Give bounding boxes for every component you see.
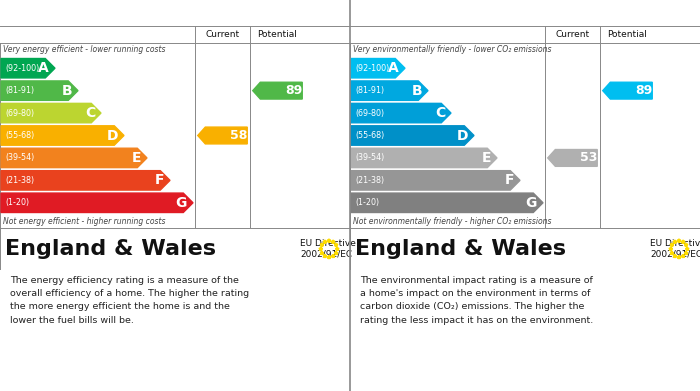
Polygon shape [351,193,543,212]
Polygon shape [1,126,124,145]
Polygon shape [331,254,335,258]
Polygon shape [681,240,685,244]
Text: A: A [389,61,399,75]
Text: Not environmentally friendly - higher CO₂ emissions: Not environmentally friendly - higher CO… [353,217,552,226]
Text: 89: 89 [635,84,652,97]
Text: A: A [38,61,49,75]
Text: (39-54): (39-54) [355,153,384,162]
Text: Energy Efficiency Rating: Energy Efficiency Rating [7,7,190,20]
Polygon shape [685,251,688,255]
Text: (55-68): (55-68) [355,131,384,140]
Text: (21-38): (21-38) [5,176,34,185]
Text: (21-38): (21-38) [355,176,384,185]
Polygon shape [327,239,331,242]
Polygon shape [351,81,428,100]
Polygon shape [1,103,101,123]
Text: D: D [456,129,468,142]
Text: 53: 53 [580,151,597,165]
Polygon shape [323,240,327,244]
Polygon shape [685,243,688,246]
Polygon shape [351,126,474,145]
Text: E: E [132,151,141,165]
Polygon shape [335,247,339,251]
Text: B: B [62,84,72,98]
Text: (69-80): (69-80) [355,109,384,118]
Text: England & Wales: England & Wales [5,239,216,259]
Text: (92-100): (92-100) [355,64,389,73]
Polygon shape [320,251,323,255]
Text: EU Directive
2002/91/EC: EU Directive 2002/91/EC [300,239,356,259]
Text: (1-20): (1-20) [355,198,379,207]
Text: E: E [482,151,491,165]
Polygon shape [197,127,247,144]
Text: (1-20): (1-20) [5,198,29,207]
Polygon shape [319,247,323,251]
Text: F: F [155,173,164,187]
Polygon shape [1,148,147,168]
Polygon shape [669,247,673,251]
Polygon shape [323,254,327,258]
Text: (92-100): (92-100) [5,64,39,73]
Polygon shape [327,255,331,259]
Polygon shape [1,81,78,100]
Text: Very environmentally friendly - lower CO₂ emissions: Very environmentally friendly - lower CO… [353,45,552,54]
Polygon shape [351,148,497,168]
Polygon shape [335,243,338,246]
Text: The environmental impact rating is a measure of
a home's impact on the environme: The environmental impact rating is a mea… [360,276,594,325]
Polygon shape [670,251,673,255]
Polygon shape [335,251,338,255]
Text: Potential: Potential [258,30,298,39]
Text: (81-91): (81-91) [5,86,34,95]
Polygon shape [547,149,597,166]
Text: D: D [106,129,118,142]
Text: Not energy efficient - higher running costs: Not energy efficient - higher running co… [3,217,165,226]
Text: The energy efficiency rating is a measure of the
overall efficiency of a home. T: The energy efficiency rating is a measur… [10,276,250,325]
Text: EU Directive
2002/91/EC: EU Directive 2002/91/EC [650,239,700,259]
Text: B: B [412,84,422,98]
Text: Current: Current [205,30,239,39]
Polygon shape [677,239,681,242]
Polygon shape [673,240,677,244]
Text: (69-80): (69-80) [5,109,34,118]
Text: Potential: Potential [608,30,648,39]
Polygon shape [351,103,451,123]
Polygon shape [685,247,689,251]
Text: C: C [85,106,95,120]
Text: Current: Current [555,30,589,39]
Polygon shape [681,254,685,258]
Text: 58: 58 [230,129,247,142]
Polygon shape [320,243,323,246]
Polygon shape [351,59,405,78]
Polygon shape [1,59,55,78]
Polygon shape [1,193,193,212]
Text: (39-54): (39-54) [5,153,34,162]
Polygon shape [603,82,652,99]
Text: Very energy efficient - lower running costs: Very energy efficient - lower running co… [3,45,165,54]
Text: 89: 89 [285,84,302,97]
Polygon shape [253,82,302,99]
Polygon shape [351,170,520,190]
Polygon shape [670,243,673,246]
Text: Environmental Impact (CO₂) Rating: Environmental Impact (CO₂) Rating [357,7,619,20]
Text: (55-68): (55-68) [5,131,34,140]
Polygon shape [1,170,170,190]
Text: C: C [435,106,445,120]
Polygon shape [331,240,335,244]
Text: G: G [176,196,187,210]
Polygon shape [677,255,681,259]
Polygon shape [673,254,677,258]
Text: England & Wales: England & Wales [355,239,566,259]
Text: (81-91): (81-91) [355,86,384,95]
Text: G: G [526,196,537,210]
Text: F: F [505,173,514,187]
